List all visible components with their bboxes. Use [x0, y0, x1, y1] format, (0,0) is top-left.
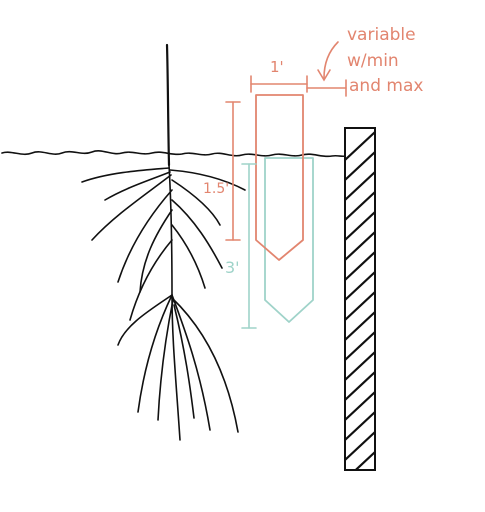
root — [169, 169, 246, 191]
ground-line — [1, 150, 347, 158]
foundation-wall — [344, 127, 376, 471]
root — [157, 299, 174, 421]
depth-dimension-long — [241, 163, 257, 329]
root — [171, 179, 221, 226]
barrier-3ft — [264, 157, 314, 323]
tree-trunk — [165, 43, 171, 167]
root — [81, 167, 170, 183]
root — [171, 224, 206, 289]
width-label: 1' — [270, 58, 284, 76]
barrier-1-5ft — [255, 94, 304, 261]
root — [117, 294, 173, 346]
root — [129, 239, 173, 321]
root — [171, 294, 211, 431]
note-line-1: variable — [347, 25, 416, 45]
root — [91, 174, 172, 241]
root — [117, 189, 173, 283]
depth-label-long: 3' — [225, 258, 240, 277]
depth-label-short: 1.5' — [203, 181, 229, 197]
width-dimension — [250, 75, 347, 97]
note-line-3: and max — [349, 76, 423, 96]
root — [139, 209, 173, 293]
root — [173, 304, 195, 419]
root — [104, 171, 171, 201]
note-line-2: w/min — [347, 51, 399, 71]
depth-dimension-short — [225, 101, 241, 241]
root — [171, 297, 239, 433]
root-system — [81, 164, 246, 441]
root — [137, 294, 173, 413]
note-arrow — [317, 41, 339, 82]
root — [171, 199, 223, 269]
